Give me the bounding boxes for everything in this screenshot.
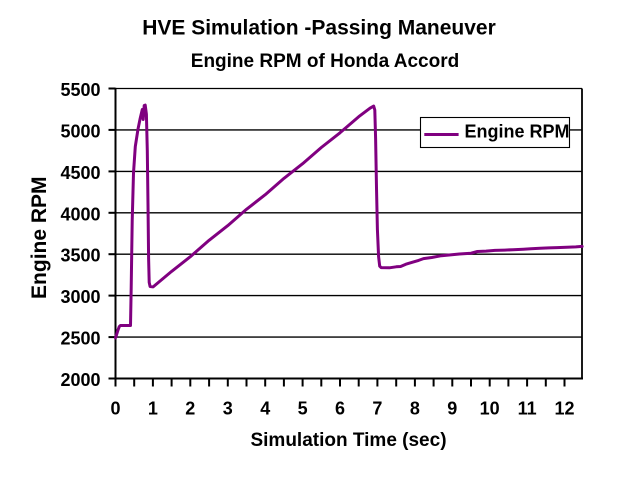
svg-text:2000: 2000 (60, 370, 100, 390)
svg-text:6: 6 (335, 399, 345, 419)
svg-text:Engine RPM: Engine RPM (465, 122, 570, 142)
svg-text:4000: 4000 (60, 204, 100, 224)
svg-text:1: 1 (148, 399, 158, 419)
svg-text:Engine RPM of Honda Accord: Engine RPM of Honda Accord (191, 51, 459, 72)
svg-text:0: 0 (110, 399, 120, 419)
svg-text:3500: 3500 (60, 246, 100, 266)
svg-text:10: 10 (480, 399, 500, 419)
svg-text:11: 11 (518, 399, 537, 419)
svg-text:4500: 4500 (60, 163, 100, 183)
svg-text:7: 7 (372, 399, 382, 419)
svg-text:5: 5 (298, 399, 308, 419)
svg-text:12: 12 (554, 399, 574, 419)
svg-text:5500: 5500 (60, 80, 100, 100)
svg-text:Engine RPM: Engine RPM (28, 176, 51, 299)
svg-text:3000: 3000 (60, 287, 100, 307)
svg-text:2: 2 (185, 399, 195, 419)
svg-text:3: 3 (223, 399, 233, 419)
svg-text:2500: 2500 (60, 329, 100, 349)
svg-text:HVE Simulation -Passing Maneuv: HVE Simulation -Passing Maneuver (142, 17, 496, 40)
svg-text:8: 8 (410, 399, 420, 419)
svg-text:4: 4 (260, 399, 270, 419)
svg-text:9: 9 (447, 399, 457, 419)
svg-text:5000: 5000 (60, 121, 100, 141)
svg-text:Simulation Time (sec): Simulation Time (sec) (250, 430, 446, 451)
